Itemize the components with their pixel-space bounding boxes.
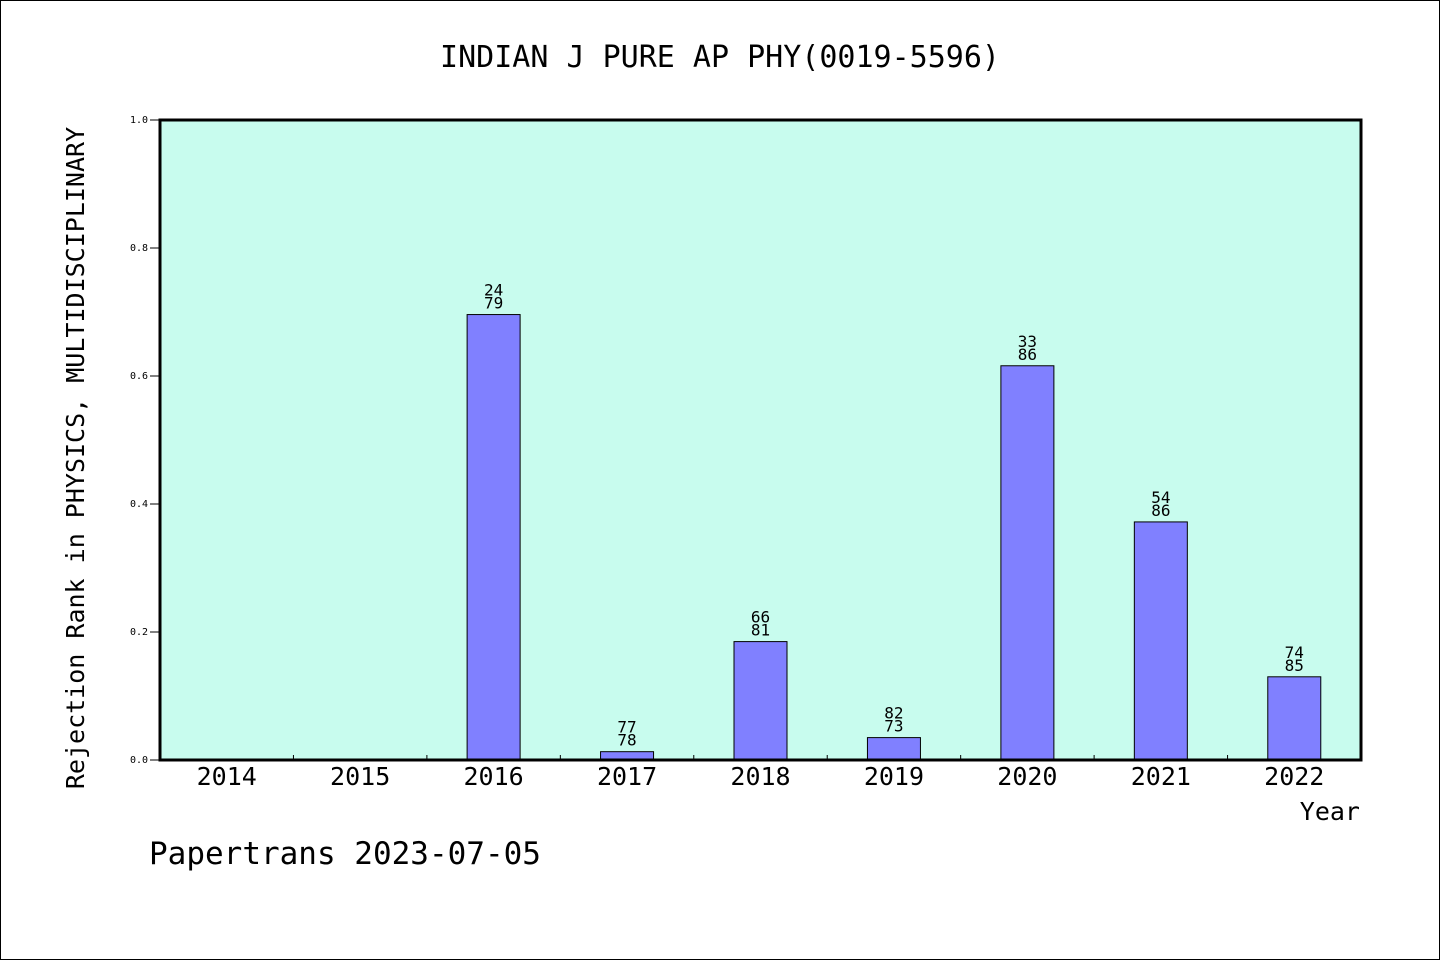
bar-2018 <box>733 641 788 761</box>
bar-2020 <box>1000 365 1055 761</box>
x-tick-label-2019: 2019 <box>864 762 924 791</box>
y-axis: 0.0 0.2 0.4 0.6 0.8 1.0 <box>130 115 160 766</box>
x-axis-label: Year <box>1300 797 1360 826</box>
bar-label-top-2017: 77 <box>617 718 636 737</box>
bar-2016 <box>466 314 521 761</box>
footer-credit: Papertrans 2023-07-05 <box>149 836 541 872</box>
y-tick-label-0.8: 0.8 <box>130 243 148 254</box>
x-tick-label-2020: 2020 <box>997 762 1057 791</box>
x-tick-label-2021: 2021 <box>1131 762 1191 791</box>
bar-label-bottom-2018: 81 <box>751 621 770 640</box>
x-tick-label-2022: 2022 <box>1264 762 1324 791</box>
bar-2021 <box>1133 521 1188 761</box>
x-tick-label-2016: 2016 <box>464 762 524 791</box>
y-axis-label: Rejection Rank in PHYSICS, MULTIDISCIPLI… <box>61 127 90 789</box>
bar-label-top-2021: 54 <box>1151 488 1170 507</box>
bar-label-bottom-2017: 78 <box>617 731 636 750</box>
bar-label-bottom-2020: 86 <box>1018 345 1037 364</box>
bar-label-bottom-2016: 79 <box>484 294 503 313</box>
y-tick-label-0.4: 0.4 <box>130 499 148 510</box>
bar-label-bottom-2022: 85 <box>1285 656 1304 675</box>
x-tick-label-2018: 2018 <box>730 762 790 791</box>
plot-border <box>158 118 1363 762</box>
chart-title: INDIAN J PURE AP PHY(0019-5596) <box>440 40 1000 75</box>
y-tick-label-0.6: 0.6 <box>130 371 148 382</box>
x-tick-label-2015: 2015 <box>330 762 390 791</box>
bars-group <box>466 314 1322 761</box>
bar-label-top-2018: 66 <box>751 608 770 627</box>
x-tick-label-2017: 2017 <box>597 762 657 791</box>
bar-label-top-2022: 74 <box>1285 643 1304 662</box>
bar-2019 <box>866 737 921 761</box>
bar-2022 <box>1267 676 1322 761</box>
x-axis: 2014 2015 2016 2017 2018 2019 2020 2021 2022 <box>197 755 1324 791</box>
bar-label-bottom-2021: 86 <box>1151 501 1170 520</box>
x-tick-label-2014: 2014 <box>197 762 257 791</box>
bar-label-top-2019: 82 <box>884 704 903 723</box>
y-tick-label-1.0: 1.0 <box>130 115 148 126</box>
bar-label-bottom-2019: 73 <box>884 717 903 736</box>
bar-label-top-2016: 24 <box>484 281 503 300</box>
y-tick-label-0.2: 0.2 <box>130 627 148 638</box>
bar-label-top-2020: 33 <box>1018 332 1037 351</box>
y-tick-label-0.0: 0.0 <box>130 755 148 766</box>
